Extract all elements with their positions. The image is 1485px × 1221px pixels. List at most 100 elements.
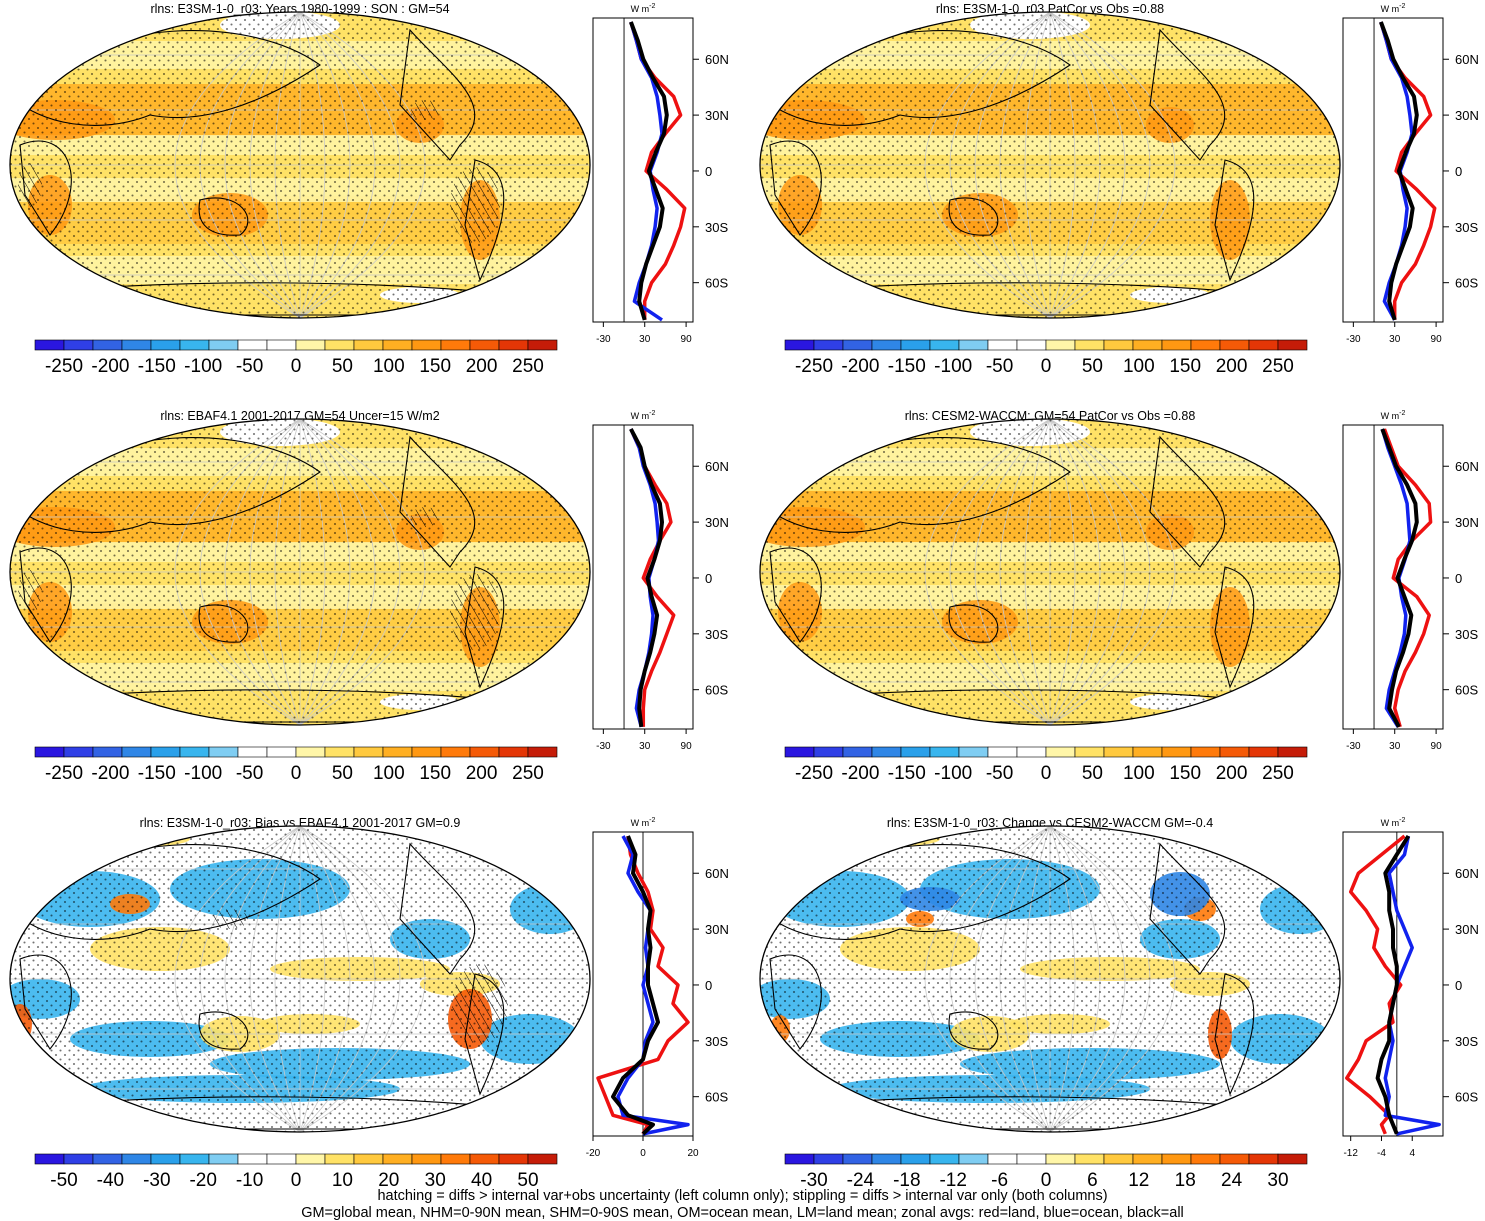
zonal-lat-label: 30N — [705, 515, 729, 530]
zonal-x-tick-label: -20 — [586, 1148, 601, 1159]
colorbar-swatch — [382, 339, 413, 351]
colorbar-swatch — [784, 746, 815, 758]
zonal-lat-label: 30S — [705, 1034, 728, 1049]
colorbar-tick-label: 150 — [1169, 356, 1201, 377]
colorbar-tick-label: 0 — [1041, 763, 1052, 784]
colorbar-swatch — [987, 746, 1018, 758]
zonal-line-all — [1375, 834, 1411, 1135]
colorbar-swatch — [1190, 1153, 1221, 1165]
zonal-lat-label: 0 — [1455, 978, 1462, 993]
zonal-x-tick-label: 90 — [1431, 334, 1443, 345]
hatching — [18, 570, 42, 614]
zonal-line-all — [1380, 428, 1419, 728]
colorbar-tick-label: 6 — [1087, 1170, 1098, 1190]
colorbar-swatch — [987, 339, 1018, 351]
colorbar-swatch — [440, 1153, 471, 1165]
colorbar-swatch — [1103, 339, 1134, 351]
colorbar-swatch — [1132, 339, 1163, 351]
colorbar-swatch — [34, 746, 65, 758]
zonal-lat-label: 60N — [1455, 52, 1479, 67]
zonal-lat-label: 30S — [1455, 220, 1478, 235]
colorbar-swatch — [498, 746, 529, 758]
zonal-lat-label: 30S — [705, 627, 728, 642]
colorbar-tick-label: 150 — [419, 763, 451, 784]
colorbar-swatch — [1045, 1153, 1076, 1165]
colorbar-swatch — [1074, 1153, 1105, 1165]
colorbar-swatch — [1045, 746, 1076, 758]
zonal-lat-label: 60S — [1455, 1090, 1478, 1105]
colorbar-swatch — [440, 746, 471, 758]
colorbar-tick-label: -50 — [986, 763, 1013, 784]
zonal-line-land — [1382, 428, 1433, 728]
colorbar-swatch — [958, 339, 989, 351]
map-white-area — [806, 275, 834, 285]
colorbar-swatch — [1219, 746, 1250, 758]
colorbar-swatch — [92, 1153, 123, 1165]
zonal-unit-label: W m-2 — [631, 3, 656, 14]
zonal-unit-label: W m-2 — [631, 817, 656, 828]
stippling — [760, 419, 1340, 725]
map-field — [10, 826, 590, 1132]
zonal-lat-label: 30S — [705, 220, 728, 235]
colorbar-tick-label: -50 — [236, 763, 263, 784]
colorbar-tick-label: 0 — [291, 1170, 302, 1190]
colorbar-swatch — [871, 1153, 902, 1165]
colorbar-tick-label: 12 — [1128, 1170, 1149, 1190]
colorbar-tick-label: 250 — [1262, 763, 1294, 784]
colorbar-swatch — [150, 1153, 181, 1165]
colorbar-swatch — [34, 339, 65, 351]
colorbar-swatch — [34, 1153, 65, 1165]
colorbar-swatch — [440, 339, 471, 351]
colorbar-swatch — [179, 1153, 210, 1165]
zonal-unit-label: W m-2 — [631, 410, 656, 421]
colorbar-swatch — [237, 746, 268, 758]
colorbar-tick-label: -6 — [991, 1170, 1008, 1190]
colorbar-swatch — [1132, 746, 1163, 758]
colorbar-swatch — [411, 339, 442, 351]
colorbar-swatch — [121, 746, 152, 758]
colorbar-tick-label: 150 — [419, 356, 451, 377]
zonal-lat-label: 60N — [705, 459, 729, 474]
panel-title: rlns: EBAF4.1 2001-2017 GM=54 Uncer=15 W… — [160, 409, 439, 423]
colorbar-tick-label: 100 — [373, 356, 405, 377]
panel-1: rlns: E3SM-1-0_r03: Years 1980-1999 : SO… — [9, 2, 729, 377]
colorbar-tick-label: 200 — [466, 763, 498, 784]
colorbar-tick-label: -18 — [893, 1170, 920, 1190]
colorbar-tick-label: 100 — [373, 763, 405, 784]
colorbar-swatch — [1277, 339, 1308, 351]
colorbar-swatch — [813, 339, 844, 351]
hatching — [452, 964, 508, 1044]
colorbar-tick-label: -100 — [934, 356, 972, 377]
zonal-plot-frame — [1342, 831, 1444, 1137]
zonal-lat-label: 60S — [705, 683, 728, 698]
colorbar-swatch — [324, 1153, 355, 1165]
colorbar-swatch — [1219, 1153, 1250, 1165]
colorbar-tick-label: 0 — [1041, 356, 1052, 377]
stippling — [10, 419, 590, 725]
colorbar-swatch — [929, 746, 960, 758]
colorbar-tick-label: 250 — [512, 356, 544, 377]
colorbar-swatch — [121, 1153, 152, 1165]
colorbar-swatch — [266, 746, 297, 758]
zonal-lat-label: 30N — [705, 922, 729, 937]
colorbar-swatch — [237, 1153, 268, 1165]
colorbar-tick-label: -50 — [236, 356, 263, 377]
colorbar-swatch — [498, 1153, 529, 1165]
colorbar-swatch — [324, 746, 355, 758]
colorbar-swatch — [469, 746, 500, 758]
colorbar-swatch — [208, 1153, 239, 1165]
zonal-line-all — [629, 428, 664, 728]
colorbar-tick-label: -150 — [888, 356, 926, 377]
zonal-lat-label: 0 — [1455, 571, 1462, 586]
zonal-line-all — [1379, 21, 1419, 321]
colorbar-tick-label: 250 — [1262, 356, 1294, 377]
zonal-x-tick-label: -12 — [1343, 1148, 1358, 1159]
zonal-lat-label: 30N — [705, 108, 729, 123]
zonal-line-land — [596, 835, 690, 1135]
map-field — [10, 419, 590, 725]
colorbar-tick-label: 50 — [1082, 356, 1103, 377]
colorbar-swatch — [411, 746, 442, 758]
colorbar-swatch — [871, 746, 902, 758]
colorbar-swatch — [1045, 339, 1076, 351]
